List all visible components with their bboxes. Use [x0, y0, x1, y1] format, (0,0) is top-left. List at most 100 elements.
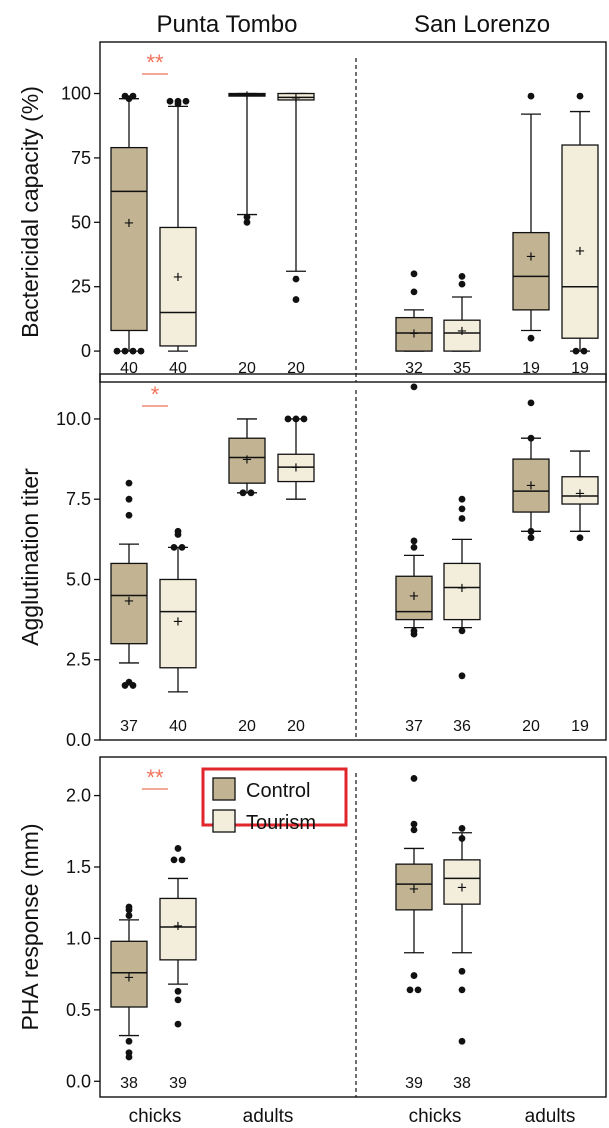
outlier-point: [174, 1020, 182, 1028]
box-adults-control: +20: [512, 399, 550, 735]
outlier-point: [113, 347, 121, 355]
sample-size-label: 20: [238, 360, 256, 377]
iqr-box: [443, 859, 481, 905]
box-adults-control: +19: [512, 92, 550, 377]
mean-marker: +: [173, 612, 183, 631]
box-chicks-tourism: +39: [159, 845, 197, 1092]
panel-frame: [99, 756, 607, 1098]
mean-marker: +: [457, 878, 467, 897]
y-axis-label: Agglutination titer: [17, 468, 43, 646]
legend: Control Tourism: [201, 767, 348, 834]
y-tick-label: 2.0: [66, 786, 91, 806]
outlier-point: [410, 627, 418, 635]
box-chicks-tourism: +35: [443, 272, 481, 377]
mean-marker: +: [409, 587, 419, 606]
iqr-box: [512, 231, 550, 311]
legend-border: [201, 767, 348, 827]
y-tick-label: 7.5: [66, 489, 91, 509]
outlier-point: [527, 434, 535, 442]
y-tick-label: 0: [81, 341, 91, 361]
outlier-point: [410, 543, 418, 551]
sample-size-label: 40: [169, 360, 187, 377]
outlier-point: [410, 820, 418, 828]
outlier-point: [414, 986, 422, 994]
outlier-point: [458, 825, 466, 832]
outlier-point: [247, 489, 255, 497]
iqr-box: [561, 144, 599, 339]
outlier-point: [125, 1053, 133, 1061]
outlier-point: [170, 543, 178, 551]
mean-marker: +: [291, 458, 301, 477]
x-tick-label-adults-sl: adults: [525, 1106, 576, 1127]
mean-marker: +: [124, 968, 134, 987]
outlier-point: [527, 534, 535, 542]
outlier-point: [243, 213, 251, 221]
iqr-box: [110, 940, 148, 1008]
outlier-point: [178, 856, 186, 864]
outlier-point: [137, 347, 145, 355]
outlier-point: [129, 682, 137, 689]
outlier-point: [458, 986, 466, 994]
mean-marker: +: [173, 267, 183, 286]
mean-marker: +: [242, 450, 252, 469]
outlier-point: [458, 505, 466, 513]
outlier-point: [174, 100, 182, 108]
outlier-point: [410, 775, 418, 782]
y-tick-label: 0.5: [66, 1000, 91, 1020]
outlier-point: [174, 845, 182, 852]
outlier-point: [170, 856, 178, 864]
outlier-point: [284, 415, 292, 423]
panel-frame: [99, 41, 607, 383]
iqr-box: [277, 453, 315, 483]
iqr-box: [159, 897, 197, 961]
box-chicks-control: +39: [395, 775, 433, 1092]
box-chicks-control: +37: [395, 383, 433, 735]
outlier-point: [125, 511, 133, 519]
iqr-box: [443, 319, 481, 352]
outlier-point: [527, 399, 535, 407]
box-adults-tourism: +19: [561, 92, 599, 377]
legend-swatch-tourism: [212, 809, 236, 833]
x-tick-label-chicks-pt: chicks: [129, 1106, 182, 1127]
outlier-point: [406, 986, 414, 994]
iqr-box: [395, 575, 433, 621]
outlier-point: [458, 627, 466, 635]
mean-marker: +: [173, 917, 183, 936]
mean-marker: +: [526, 476, 536, 495]
significance-marker: *: [151, 382, 160, 407]
outlier-point: [174, 987, 182, 995]
sample-size-label: 20: [238, 718, 256, 735]
box-chicks-tourism: +40: [159, 97, 197, 377]
sample-size-label: 39: [169, 1075, 187, 1092]
outlier-point: [125, 1037, 133, 1045]
box-adults-tourism: +20: [277, 88, 315, 377]
site-title-punta-tombo: Punta Tombo: [157, 11, 298, 38]
y-axis-label: Bactericidal capacity (%): [17, 86, 43, 338]
sample-size-label: 37: [405, 718, 423, 735]
outlier-point: [458, 515, 466, 522]
iqr-box: [110, 562, 148, 645]
box-adults-tourism: +19: [561, 450, 599, 735]
y-tick-label: 0.0: [66, 1071, 91, 1091]
iqr-box: [110, 146, 148, 332]
outlier-point: [458, 495, 466, 503]
y-tick-label: 25: [71, 277, 91, 297]
sample-size-label: 39: [405, 1075, 423, 1092]
outlier-point: [576, 534, 584, 542]
y-axis-label: PHA response (mm): [17, 823, 43, 1030]
outlier-point: [125, 495, 133, 503]
outlier-point: [527, 527, 535, 535]
outlier-point: [166, 97, 174, 105]
outlier-point: [125, 95, 133, 103]
outlier-point: [121, 682, 129, 689]
mean-marker: +: [575, 484, 585, 503]
outlier-point: [125, 906, 133, 914]
x-tick-label-chicks-sl: chicks: [409, 1106, 462, 1127]
iqr-box: [395, 316, 433, 352]
outlier-point: [292, 296, 300, 303]
box-chicks-control: +32: [395, 270, 433, 377]
iqr-box: [561, 476, 599, 505]
outlier-point: [458, 272, 466, 280]
box-chicks-tourism: +36: [443, 495, 481, 735]
